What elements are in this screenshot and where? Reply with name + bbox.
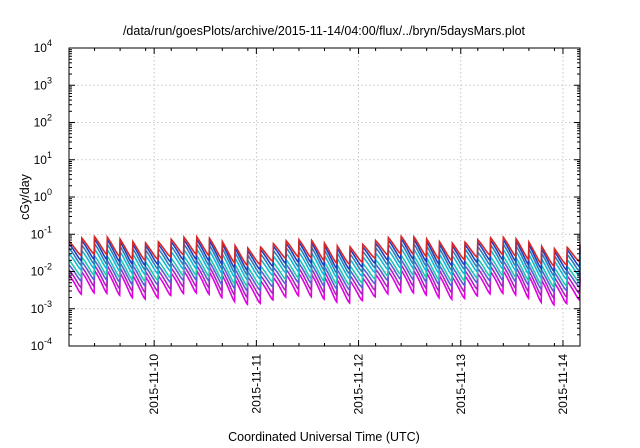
x-tick-label: 2015-11-10: [147, 354, 161, 415]
x-tick-label: 2015-11-11: [249, 354, 263, 414]
x-tick-label: 2015-11-14: [556, 354, 570, 415]
chart-title: /data/run/goesPlots/archive/2015-11-14/0…: [123, 24, 526, 38]
y-tick-label: 10-4: [31, 336, 52, 353]
x-axis: 2015-11-10 2015-11-11 2015-11-12 2015-11-13…: [68, 48, 581, 415]
y-tick-label: 10-1: [31, 224, 52, 241]
y-tick-label: 100: [34, 187, 52, 204]
x-axis-label: Coordinated Universal Time (UTC): [228, 430, 420, 444]
series-line: [68, 234, 581, 268]
y-tick-label: 102: [34, 113, 52, 130]
y-tick-label: 103: [34, 75, 52, 92]
y-axis-label: cGy/day: [18, 173, 32, 220]
x-tick-label: 2015-11-13: [454, 354, 468, 415]
y-tick-label: 101: [34, 150, 52, 167]
x-tick-label: 2015-11-12: [352, 354, 366, 415]
plot-series: [68, 234, 581, 307]
y-tick-label: 10-2: [31, 262, 52, 279]
y-tick-label: 104: [34, 38, 52, 55]
grid: [69, 48, 580, 346]
y-tick-label: 10-3: [31, 299, 52, 316]
